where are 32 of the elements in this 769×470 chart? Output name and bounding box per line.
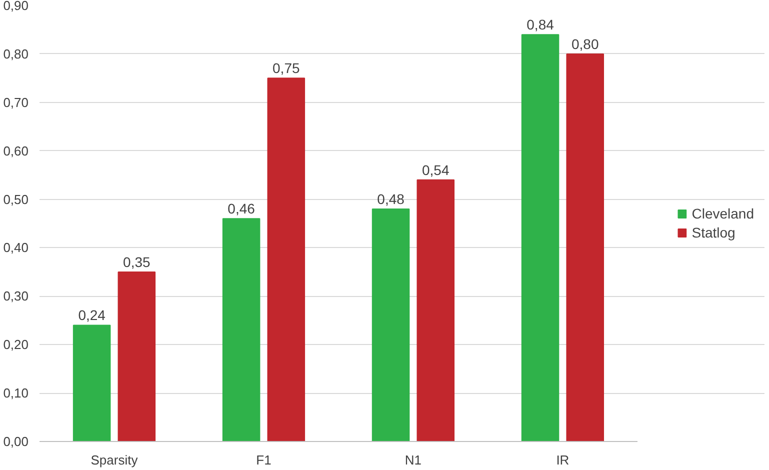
x-tick-label: F1 — [256, 452, 272, 468]
data-label: 0,80 — [571, 36, 599, 52]
y-tick-label: 0,00 — [3, 434, 29, 449]
x-tick-label: IR — [556, 452, 570, 468]
y-tick-label: 0,40 — [3, 240, 29, 256]
bar — [521, 34, 560, 442]
legend-label: Cleveland — [692, 206, 754, 222]
y-tick-label: 0,70 — [3, 94, 29, 110]
data-label: 0,54 — [422, 162, 450, 178]
data-label: 0,75 — [272, 60, 300, 76]
data-label: 0,46 — [228, 200, 256, 217]
bar — [118, 271, 156, 442]
data-label: 0,24 — [78, 307, 106, 324]
y-tick-label: 0,30 — [3, 288, 29, 304]
y-tick-label: 0,60 — [3, 143, 29, 158]
legend-label: Statlog — [692, 224, 736, 240]
y-tick-label: 0,50 — [3, 192, 29, 207]
data-label: 0,35 — [123, 254, 151, 270]
bar — [372, 208, 410, 442]
bar — [72, 324, 111, 442]
data-label: 0,48 — [377, 190, 405, 207]
data-label: 0,84 — [526, 16, 554, 33]
y-tick-label: 0,20 — [3, 337, 29, 352]
bar — [222, 218, 260, 442]
bar — [566, 53, 604, 442]
x-tick-label: N1 — [404, 452, 422, 468]
y-tick-label: 0,10 — [3, 386, 29, 401]
bar — [267, 78, 306, 442]
bar — [416, 179, 455, 442]
y-tick-label: 0,90 — [3, 0, 29, 13]
x-tick-label: Sparsity — [90, 452, 138, 468]
y-tick-label: 0,80 — [3, 46, 29, 62]
